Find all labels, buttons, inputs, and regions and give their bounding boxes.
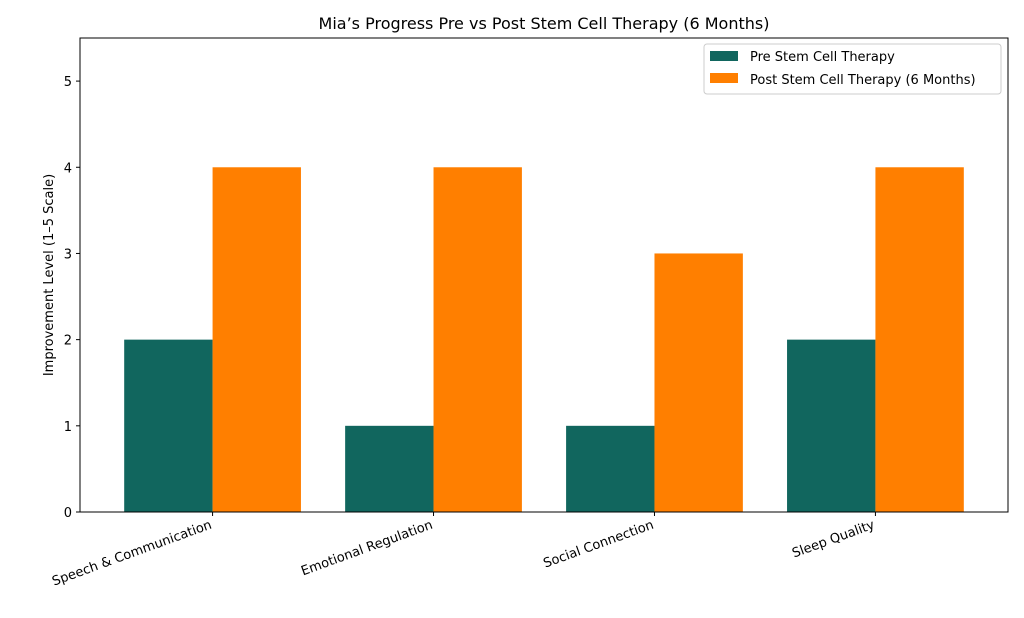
legend-swatch-pre [710,51,738,61]
bar-pre-2 [566,425,655,512]
bar-post-0 [212,167,301,513]
legend-swatch-post [710,73,738,83]
legend-label-post: Post Stem Cell Therapy (6 Months) [750,73,976,88]
bar-pre-1 [345,425,434,512]
bar-post-2 [654,253,743,513]
bar-pre-0 [124,339,213,512]
y-tick-label: 1 [64,420,72,435]
x-tick-label: Speech & Communication [50,518,214,590]
plot-frame [79,37,1009,513]
y-tick-label: 4 [64,161,72,176]
bar-post-1 [433,167,522,513]
y-axis-label: Improvement Level (1–5 Scale) [42,174,57,376]
legend-label-pre: Pre Stem Cell Therapy [750,50,895,65]
y-tick-label: 3 [64,247,72,262]
x-tick-label: Sleep Quality [790,518,877,562]
bar-post-3 [875,167,964,513]
y-tick-label: 5 [64,75,72,90]
legend: Pre Stem Cell Therapy Post Stem Cell The… [703,43,1002,95]
legend-box [703,43,1002,95]
y-tick-label: 0 [64,506,72,521]
y-tick-label: 2 [64,334,72,349]
x-tick-label: Emotional Regulation [299,518,435,580]
chart-title: Mia’s Progress Pre vs Post Stem Cell The… [319,14,770,33]
bar-pre-3 [787,339,876,512]
x-tick-label: Social Connection [541,518,655,572]
